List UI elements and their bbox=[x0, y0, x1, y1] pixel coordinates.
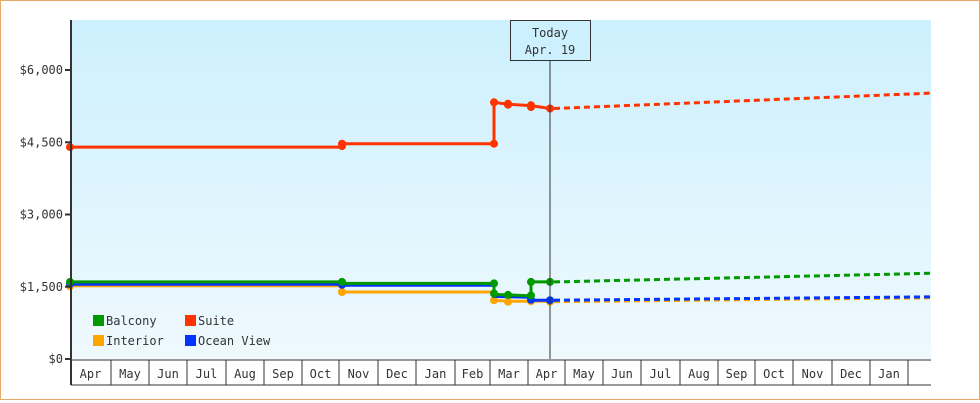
suite-projection-line bbox=[553, 91, 932, 111]
suite-data-point[interactable] bbox=[504, 100, 512, 109]
x-tick-label: May bbox=[573, 367, 595, 381]
y-tick-label: $3,000 bbox=[20, 208, 63, 222]
balcony-data-point[interactable] bbox=[504, 290, 512, 299]
balcony-data-point[interactable] bbox=[527, 277, 535, 286]
suite-data-point[interactable] bbox=[490, 98, 498, 107]
balcony-data-point[interactable] bbox=[338, 277, 346, 286]
legend-swatch bbox=[185, 335, 196, 346]
x-tick-label: May bbox=[119, 367, 141, 381]
today-label: Today bbox=[532, 26, 568, 40]
today-marker: Today Apr. 19 bbox=[510, 20, 591, 359]
x-tick-label: Jul bbox=[196, 367, 218, 381]
legend-item-interior[interactable]: Interior bbox=[93, 334, 164, 348]
x-tick-label: Jan bbox=[878, 367, 900, 381]
balcony-projection-line bbox=[553, 271, 932, 284]
x-tick-label: Jun bbox=[611, 367, 633, 381]
ocean-view-projection-line bbox=[553, 295, 932, 302]
legend-item-suite[interactable]: Suite bbox=[185, 314, 234, 328]
x-tick-label: Nov bbox=[348, 367, 370, 381]
suite-data-point[interactable] bbox=[490, 139, 498, 148]
x-tick-label: Dec bbox=[386, 367, 408, 381]
legend-swatch bbox=[93, 335, 104, 346]
axes: $0 $1,500 $3,000 $4,500 $6,000 Apr May Jun Jul Au… bbox=[20, 20, 931, 386]
x-tick-label: Nov bbox=[802, 367, 824, 381]
interior-data-point[interactable] bbox=[504, 297, 512, 306]
y-tick-label: $1,500 bbox=[20, 280, 63, 294]
balcony-data-point[interactable] bbox=[527, 291, 535, 300]
today-label-box bbox=[510, 20, 591, 61]
x-tick-label: Oct bbox=[763, 367, 785, 381]
x-tick-label: Aug bbox=[688, 367, 710, 381]
legend-label: Interior bbox=[106, 334, 164, 348]
plot-area bbox=[71, 20, 931, 359]
y-tick-label: $0 bbox=[49, 352, 63, 366]
balcony-data-point[interactable] bbox=[490, 289, 498, 298]
x-tick-label: Apr bbox=[536, 367, 558, 381]
x-tick-label: Jan bbox=[425, 367, 447, 381]
x-tick-label: Apr bbox=[80, 367, 102, 381]
x-tick-label: Jun bbox=[157, 367, 179, 381]
today-date: Apr. 19 bbox=[525, 43, 576, 57]
suite-data-point[interactable] bbox=[527, 103, 535, 112]
x-tick-label: Feb bbox=[462, 367, 484, 381]
legend-swatch bbox=[185, 315, 196, 326]
y-tick-label: $4,500 bbox=[20, 135, 63, 149]
interior-data-point[interactable] bbox=[490, 296, 498, 305]
x-tick-label: Dec bbox=[840, 367, 862, 381]
balcony-data-point[interactable] bbox=[490, 279, 498, 288]
x-tick-label: Mar bbox=[498, 367, 520, 381]
x-tick-label: Jul bbox=[650, 367, 672, 381]
legend-label: Suite bbox=[198, 314, 234, 328]
interior-data-point[interactable] bbox=[338, 288, 346, 296]
x-tick-label: Aug bbox=[234, 367, 256, 381]
suite-data-point[interactable] bbox=[338, 139, 346, 148]
legend-label: Ocean View bbox=[198, 334, 271, 348]
x-tick-label: Oct bbox=[310, 367, 332, 381]
series-suite bbox=[66, 91, 932, 152]
series-layer bbox=[66, 91, 932, 306]
series-balcony bbox=[66, 271, 932, 300]
legend-item-balcony[interactable]: Balcony bbox=[93, 314, 157, 328]
y-tick-label: $6,000 bbox=[20, 63, 63, 77]
legend: Balcony Suite Interior Ocean View bbox=[93, 314, 271, 348]
legend-item-ocean-view[interactable]: Ocean View bbox=[185, 334, 271, 348]
x-tick-label: Sep bbox=[272, 367, 294, 381]
legend-swatch bbox=[93, 315, 104, 326]
x-tick-label: Sep bbox=[726, 367, 748, 381]
legend-label: Balcony bbox=[106, 314, 157, 328]
